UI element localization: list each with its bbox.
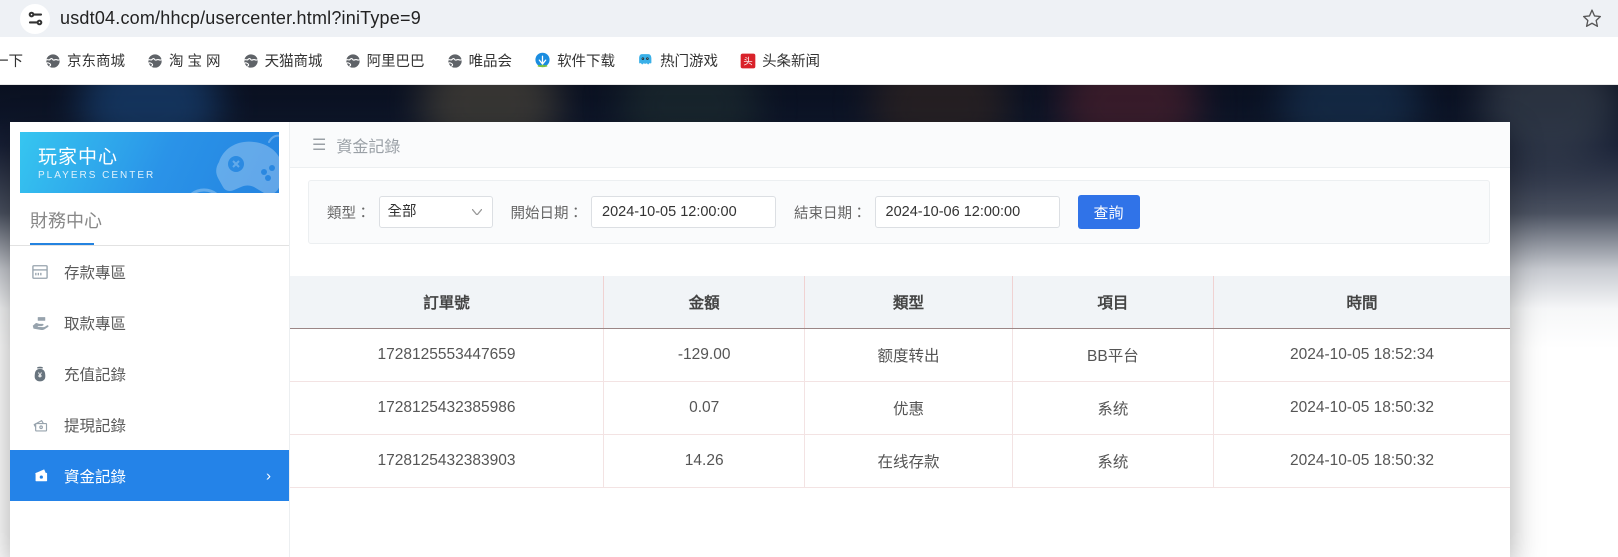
svg-text:头: 头 <box>743 55 752 66</box>
svg-text:¥: ¥ <box>38 371 42 379</box>
